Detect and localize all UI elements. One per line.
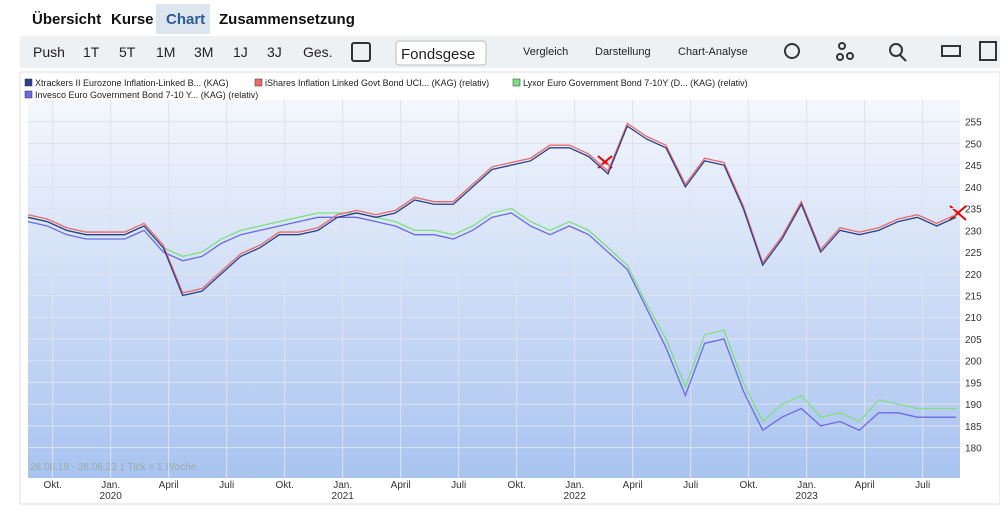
series-line	[27, 207, 956, 423]
x-year-label: 2023	[796, 491, 819, 502]
legend-label: Lyxor Euro Government Bond 7-10Y (D... (…	[523, 78, 748, 88]
period-button[interactable]: Ges.	[303, 44, 333, 60]
y-tick-label: 220	[965, 270, 982, 281]
period-button[interactable]: 1M	[156, 44, 175, 60]
legend-swatch	[254, 78, 263, 87]
x-tick-label: Okt.	[739, 480, 757, 491]
y-tick-label: 235	[965, 205, 982, 216]
period-button[interactable]: 1T	[83, 44, 100, 60]
y-tick-label: 240	[965, 183, 982, 194]
x-tick-label: Jan.	[333, 480, 352, 491]
toolbar	[20, 36, 1000, 68]
chart-note: 28.08.19 - 28.08.23 1 Tick = 1 Woche	[30, 462, 197, 473]
menu[interactable]: Vergleich	[523, 46, 568, 58]
tab[interactable]: Chart	[166, 11, 205, 28]
x-tick-label: April	[159, 480, 179, 491]
x-tick-label: Okt.	[43, 480, 61, 491]
period-button[interactable]: 1J	[233, 44, 248, 60]
x-tick-label: Jan.	[797, 480, 816, 491]
y-tick-label: 215	[965, 292, 982, 303]
x-tick-label: Juli	[683, 480, 698, 491]
active-tab	[156, 4, 210, 34]
tab[interactable]: Kurse	[111, 11, 154, 28]
y-tick-label: 255	[965, 118, 982, 129]
plot-area	[28, 100, 960, 478]
x-tick-label: Jan.	[565, 480, 584, 491]
period-button[interactable]: 5T	[119, 44, 136, 60]
legend-swatch	[24, 90, 33, 99]
tab[interactable]: Zusammensetzung	[219, 11, 355, 28]
x-tick-label: Okt.	[275, 480, 293, 491]
menu[interactable]: Darstellung	[595, 46, 651, 58]
legend-label: Invesco Euro Government Bond 7-10 Y... (…	[35, 90, 258, 100]
period-button[interactable]: Push	[33, 44, 65, 60]
menu[interactable]: Chart-Analyse	[678, 46, 748, 58]
select-box[interactable]	[395, 40, 487, 66]
y-tick-label: 250	[965, 139, 982, 150]
x-tick-label: Okt.	[507, 480, 525, 491]
x-year-label: 2021	[332, 491, 355, 502]
legend-label: iShares Inflation Linked Govt Bond UCI..…	[265, 78, 489, 88]
y-tick-label: 190	[965, 400, 982, 411]
legend-swatch	[24, 78, 33, 87]
period-button[interactable]: 3M	[194, 44, 213, 60]
y-tick-label: 195	[965, 378, 982, 389]
y-tick-label: 205	[965, 335, 982, 346]
legend-swatch	[512, 78, 521, 87]
series-line	[27, 125, 957, 297]
x-tick-label: April	[855, 480, 875, 491]
x-tick-label: April	[623, 480, 643, 491]
x-tick-label: Juli	[915, 480, 930, 491]
y-tick-label: 225	[965, 248, 982, 259]
series-line	[27, 122, 957, 294]
x-tick-label: Juli	[451, 480, 466, 491]
legend-label: Xtrackers II Eurozone Inflation-Linked B…	[35, 78, 229, 88]
x-year-label: 2020	[100, 491, 123, 502]
y-tick-label: 210	[965, 313, 982, 324]
tab[interactable]: Übersicht	[32, 11, 101, 28]
toolbar-icons	[351, 41, 997, 62]
series-line	[27, 212, 956, 432]
y-tick-label: 185	[965, 422, 982, 433]
select-text[interactable]: Fondsgese	[401, 46, 475, 63]
x-year-label: 2022	[564, 491, 587, 502]
y-tick-label: 200	[965, 357, 982, 368]
y-tick-label: 230	[965, 226, 982, 237]
y-tick-label: 180	[965, 444, 982, 455]
x-tick-label: Jan.	[101, 480, 120, 491]
x-tick-label: Juli	[219, 480, 234, 491]
period-button[interactable]: 3J	[267, 44, 282, 60]
y-tick-label: 245	[965, 161, 982, 172]
x-tick-label: April	[391, 480, 411, 491]
